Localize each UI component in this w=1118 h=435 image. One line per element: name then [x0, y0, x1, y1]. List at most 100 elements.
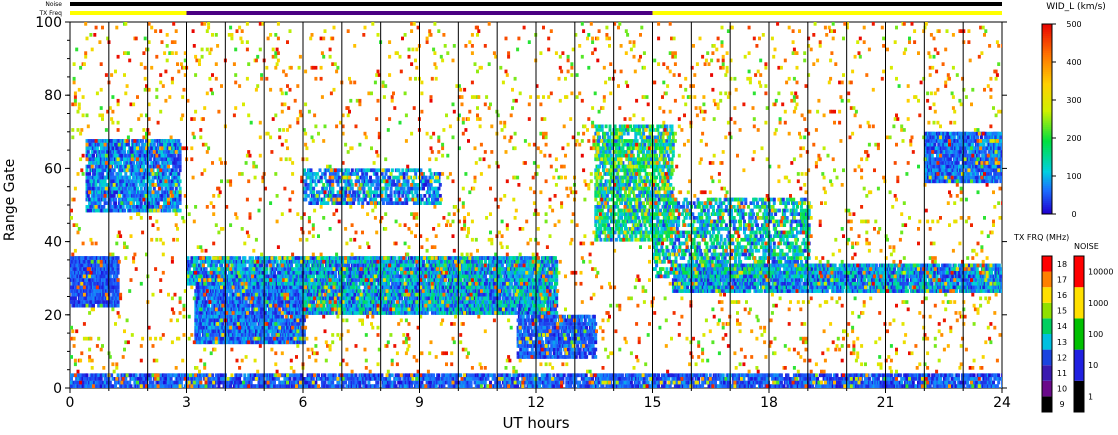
- heatmap-cell: [94, 289, 98, 293]
- heatmap-cell: [86, 146, 90, 151]
- heatmap-cell: [110, 300, 114, 304]
- heatmap-cell: [239, 380, 243, 385]
- heatmap-cell: [351, 377, 355, 381]
- heatmap-cell: [712, 377, 716, 381]
- heatmap-cell: [898, 384, 902, 388]
- heatmap-cell: [116, 303, 120, 308]
- heatmap-cell: [587, 384, 591, 388]
- heatmap-cell: [203, 303, 207, 308]
- heatmap-cell: [295, 333, 299, 337]
- heatmap-cell: [169, 183, 173, 187]
- heatmap-cell: [148, 179, 152, 184]
- heatmap-cell: [989, 377, 993, 381]
- heatmap-cell: [73, 296, 77, 301]
- heatmap-cell: [430, 377, 434, 381]
- heatmap-cell: [269, 380, 273, 385]
- heatmap-cell: [129, 161, 133, 165]
- heatmap-cell: [540, 373, 544, 378]
- heatmap-cell: [635, 380, 639, 385]
- heatmap-cell: [160, 150, 164, 154]
- heatmap-cell: [388, 377, 392, 381]
- heatmap-cell: [574, 377, 578, 381]
- heatmap-cell: [119, 172, 123, 176]
- heatmap-cell: [177, 175, 181, 180]
- heatmap-cell: [71, 373, 75, 378]
- heatmap-cell: [134, 183, 138, 187]
- plot-area: [69, 21, 1003, 389]
- heatmap-cell: [213, 333, 217, 337]
- heatmap-cell: [460, 384, 464, 388]
- heatmap-cell: [178, 164, 182, 169]
- heatmap-cell: [498, 373, 501, 378]
- heatmap-cell: [953, 380, 957, 385]
- heatmap-cell: [983, 384, 986, 388]
- heatmap-cell: [271, 377, 275, 381]
- heatmap-cell: [940, 380, 944, 385]
- heatmap-cell: [116, 289, 120, 293]
- heatmap-cell: [243, 373, 247, 378]
- heatmap-cell: [230, 289, 234, 293]
- heatmap-cell: [170, 186, 174, 191]
- heatmap-cell: [157, 197, 161, 202]
- heatmap-cell: [348, 377, 351, 381]
- heatmap-cell: [935, 373, 939, 378]
- heatmap-cell: [944, 373, 948, 378]
- heatmap-cell: [657, 373, 661, 378]
- heatmap-cell: [161, 190, 165, 195]
- heatmap-cell: [167, 157, 170, 162]
- heatmap-cell: [811, 373, 814, 378]
- heatmap-cell: [469, 380, 473, 385]
- heatmap-cell: [108, 274, 112, 279]
- heatmap-cell: [733, 377, 737, 381]
- heatmap-cell: [116, 179, 120, 184]
- heatmap-cell: [94, 157, 98, 162]
- heatmap-cell: [139, 175, 143, 180]
- heatmap-cell: [876, 377, 880, 381]
- heatmap-cell: [335, 384, 339, 388]
- heatmap-cell: [132, 201, 136, 205]
- heatmap-cell: [323, 380, 327, 385]
- heatmap-cell: [103, 179, 107, 184]
- heatmap-cell: [455, 380, 459, 385]
- heatmap-cell: [178, 157, 182, 162]
- heatmap-cell: [693, 373, 697, 378]
- heatmap-cell: [273, 384, 276, 388]
- heatmap-cell: [148, 153, 152, 158]
- heatmap-cell: [199, 377, 203, 381]
- heatmap-cell: [817, 384, 821, 388]
- heatmap-cell: [736, 377, 739, 381]
- noise-bar: [70, 2, 1002, 6]
- heatmap-cell: [134, 172, 138, 176]
- heatmap-cell: [835, 373, 839, 378]
- heatmap-cell: [954, 377, 958, 381]
- heatmap-cell: [393, 380, 397, 385]
- heatmap-cell: [124, 377, 128, 381]
- heatmap-cell: [193, 274, 196, 279]
- heatmap-cell: [121, 205, 125, 209]
- heatmap-cell: [86, 256, 90, 260]
- heatmap-cell: [186, 373, 190, 378]
- heatmap-cell: [236, 303, 240, 308]
- heatmap-cell: [408, 377, 412, 381]
- heatmap-cell: [88, 259, 92, 264]
- heatmap-cell: [337, 380, 341, 385]
- heatmap-cell: [70, 267, 73, 271]
- heatmap-cell: [586, 377, 589, 381]
- heatmap-cell: [692, 384, 695, 388]
- heatmap-cell: [103, 201, 107, 205]
- heatmap-cell: [804, 377, 808, 381]
- heatmap-cell: [404, 373, 408, 378]
- heatmap-cell: [198, 314, 202, 319]
- heatmap-cell: [177, 377, 181, 381]
- heatmap-cell: [742, 377, 746, 381]
- heatmap-cell: [703, 377, 707, 381]
- heatmap-cell: [995, 384, 999, 388]
- heatmap-cell: [266, 333, 270, 337]
- heatmap-cell: [973, 377, 977, 381]
- heatmap-cell: [156, 190, 160, 195]
- heatmap-cell: [257, 311, 261, 315]
- heatmap-cell: [115, 274, 119, 279]
- heatmap-cell: [178, 168, 182, 173]
- heatmap-cell: [898, 373, 902, 378]
- heatmap-cell: [363, 380, 367, 385]
